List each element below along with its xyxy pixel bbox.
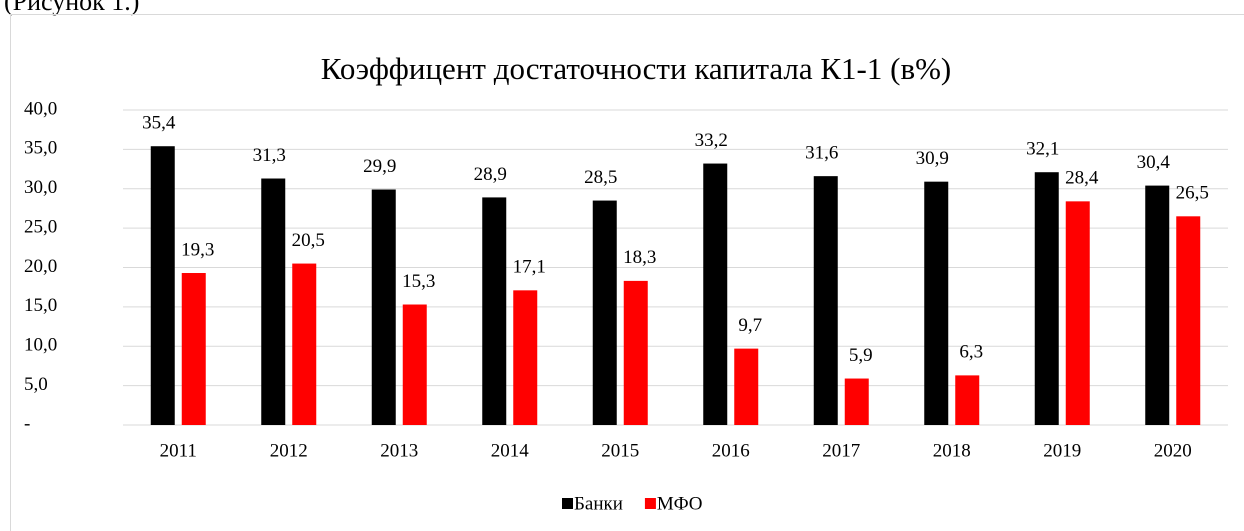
- bar: [924, 181, 949, 425]
- bar: [150, 146, 175, 425]
- x-tick-label: 2014: [491, 440, 530, 461]
- y-tick-label: 30,0: [24, 177, 57, 198]
- value-label: 5,9: [849, 345, 873, 366]
- bar: [703, 163, 728, 426]
- bar: [734, 348, 759, 425]
- x-tick-label: 2015: [601, 440, 639, 461]
- bar: [592, 200, 617, 425]
- value-label: 28,9: [474, 164, 507, 185]
- caption: (Рисунок 1.): [4, 0, 139, 16]
- value-label: 28,4: [1065, 168, 1099, 189]
- y-tick-label: 10,0: [24, 335, 57, 356]
- bar: [482, 197, 507, 425]
- bar: [1145, 185, 1170, 425]
- bar: [844, 378, 869, 425]
- bar: [181, 273, 206, 425]
- x-tick-label: 2017: [822, 440, 860, 461]
- legend-swatch: [644, 498, 656, 509]
- x-tick-label: 2020: [1154, 440, 1192, 461]
- bar: [1034, 172, 1059, 425]
- y-tick-label: -: [24, 413, 30, 434]
- y-tick-label: 35,0: [24, 138, 57, 159]
- legend-label: МФО: [657, 493, 703, 514]
- value-label: 29,9: [363, 156, 396, 177]
- value-label: 28,5: [584, 167, 617, 188]
- x-tick-label: 2018: [933, 440, 971, 461]
- value-label: 6,3: [959, 342, 983, 363]
- value-label: 19,3: [181, 239, 214, 260]
- y-tick-label: 5,0: [24, 374, 48, 395]
- bar: [292, 263, 317, 425]
- value-label: 9,7: [738, 315, 762, 336]
- x-tick-label: 2012: [270, 440, 308, 461]
- legend-swatch: [562, 498, 573, 509]
- value-label: 30,9: [916, 148, 949, 169]
- x-tick-label: 2011: [160, 440, 197, 461]
- value-label: 20,5: [292, 230, 325, 251]
- value-label: 31,3: [253, 145, 286, 166]
- value-label: 18,3: [623, 247, 656, 268]
- chart-border: [10, 14, 1244, 531]
- y-tick-label: 25,0: [24, 216, 57, 237]
- bar: [402, 304, 427, 425]
- y-tick-label: 20,0: [24, 256, 57, 277]
- value-label: 15,3: [402, 271, 435, 292]
- bar: [1065, 201, 1090, 425]
- value-label: 30,4: [1137, 152, 1171, 173]
- y-tick-label: 15,0: [24, 295, 57, 316]
- value-label: 31,6: [805, 143, 838, 164]
- bar: [261, 178, 286, 425]
- bar: [813, 176, 838, 425]
- value-label: 32,1: [1026, 139, 1059, 160]
- legend-label: Банки: [574, 493, 623, 514]
- bar: [1176, 216, 1201, 425]
- x-tick-label: 2013: [380, 440, 418, 461]
- bar: [371, 189, 396, 425]
- value-label: 33,2: [695, 130, 728, 151]
- value-label: 26,5: [1176, 183, 1209, 204]
- value-label: 17,1: [513, 257, 546, 278]
- y-tick-label: 40,0: [24, 98, 57, 119]
- x-tick-label: 2019: [1043, 440, 1081, 461]
- bar: [513, 290, 538, 425]
- bar: [623, 280, 648, 425]
- bar: [955, 375, 980, 425]
- chart-title: Коэффицент достаточности капитала К1-1 (…: [321, 51, 952, 86]
- x-tick-label: 2016: [712, 440, 750, 461]
- value-label: 35,4: [142, 113, 176, 134]
